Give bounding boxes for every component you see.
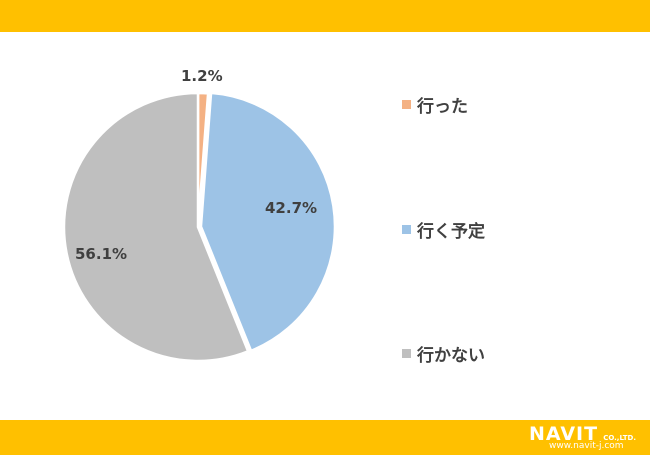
legend-label: 行った [417, 97, 468, 117]
logo-co: CO.,LTD. [603, 434, 636, 442]
legend-item-went: 行った [402, 92, 468, 117]
legend-label: 行かない [417, 346, 485, 366]
logo-text: NAVIT [529, 423, 599, 445]
legend-swatch [402, 100, 411, 109]
slice-not-going [62, 91, 250, 363]
bottom-banner [0, 420, 650, 455]
data-label-planning: 42.7% [265, 199, 318, 217]
navit-logo: NAVIT CO.,LTD. www.navit-j.com [529, 423, 636, 451]
top-banner [0, 0, 650, 32]
legend-swatch [402, 225, 411, 234]
slice-planning [199, 91, 337, 353]
legend-label: 行く予定 [417, 222, 485, 242]
data-label-went: 1.2% [181, 67, 223, 85]
legend-swatch [402, 349, 411, 358]
legend-item-not-going: 行かない [402, 341, 485, 366]
data-label-not-going: 56.1% [75, 245, 128, 263]
logo-url: www.navit-j.com [549, 441, 624, 451]
legend-item-planning: 行く予定 [402, 217, 485, 242]
